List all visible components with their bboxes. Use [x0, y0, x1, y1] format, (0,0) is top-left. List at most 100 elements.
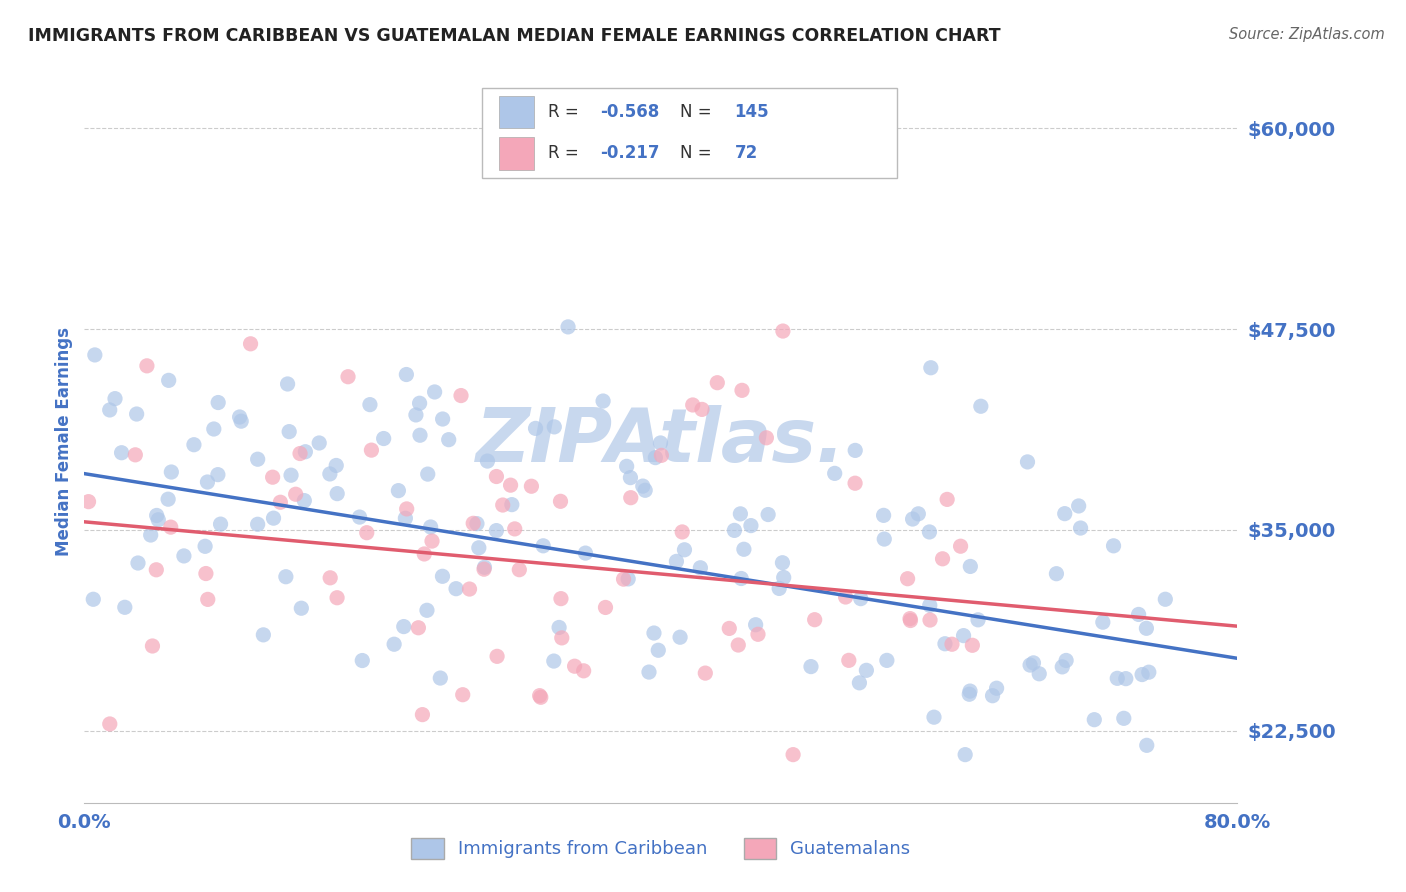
Point — [485, 524, 508, 538]
Point — [411, 707, 433, 722]
Point — [934, 637, 956, 651]
Point — [127, 556, 149, 570]
FancyBboxPatch shape — [499, 95, 534, 128]
FancyBboxPatch shape — [482, 87, 897, 178]
Point — [962, 638, 984, 652]
Point — [730, 507, 752, 521]
Point — [574, 546, 596, 560]
Point — [682, 398, 704, 412]
Point — [194, 539, 217, 553]
Point — [319, 571, 342, 585]
Point — [124, 448, 146, 462]
Point — [520, 479, 543, 493]
Point — [872, 508, 894, 523]
Point — [650, 436, 672, 450]
Point — [202, 422, 225, 436]
Point — [824, 467, 846, 481]
Point — [644, 450, 666, 465]
Point — [416, 603, 439, 617]
Point — [967, 613, 990, 627]
Point — [392, 619, 415, 633]
Point — [855, 663, 877, 677]
Point — [468, 541, 491, 555]
Point — [280, 468, 302, 483]
Point — [638, 665, 661, 679]
Point — [782, 747, 804, 762]
Point — [920, 360, 942, 375]
Point — [1112, 711, 1135, 725]
Point — [941, 637, 963, 651]
Text: R =: R = — [548, 103, 583, 121]
Point — [382, 637, 405, 651]
Point — [110, 446, 132, 460]
Point — [405, 408, 427, 422]
Point — [1128, 607, 1150, 622]
Point — [949, 539, 972, 553]
Point — [135, 359, 157, 373]
Point — [419, 520, 441, 534]
Point — [849, 591, 872, 606]
Point — [620, 491, 643, 505]
Point — [284, 487, 307, 501]
Point — [669, 630, 692, 644]
Point — [486, 649, 509, 664]
Point — [83, 348, 105, 362]
Point — [194, 566, 217, 581]
Point — [1083, 713, 1105, 727]
Point — [246, 452, 269, 467]
Point — [922, 710, 945, 724]
Point — [1022, 656, 1045, 670]
Text: ZIPAtlas.: ZIPAtlas. — [477, 405, 845, 478]
Point — [800, 659, 823, 673]
Point — [450, 388, 472, 402]
Point — [326, 591, 349, 605]
Point — [157, 492, 180, 507]
Point — [262, 470, 284, 484]
Point — [429, 671, 451, 685]
Point — [647, 643, 669, 657]
Point — [900, 614, 922, 628]
Point — [508, 563, 530, 577]
Point — [592, 394, 614, 409]
Point — [550, 591, 572, 606]
Point — [986, 681, 1008, 696]
Point — [755, 431, 778, 445]
Point — [395, 368, 418, 382]
Point — [82, 592, 104, 607]
Point — [756, 508, 779, 522]
Point — [1137, 665, 1160, 680]
Point — [308, 436, 330, 450]
Point — [1107, 671, 1129, 685]
Point — [159, 520, 181, 534]
Point — [981, 689, 1004, 703]
Point — [673, 542, 696, 557]
Point — [387, 483, 409, 498]
Point — [953, 747, 976, 762]
Point — [564, 659, 586, 673]
Point — [98, 403, 121, 417]
Point — [543, 420, 565, 434]
Point — [231, 414, 253, 428]
Point — [228, 409, 250, 424]
Point — [239, 336, 262, 351]
Point — [423, 384, 446, 399]
Point — [360, 443, 382, 458]
Text: 72: 72 — [734, 145, 758, 162]
Point — [543, 654, 565, 668]
Text: IMMIGRANTS FROM CARIBBEAN VS GUATEMALAN MEDIAN FEMALE EARNINGS CORRELATION CHART: IMMIGRANTS FROM CARIBBEAN VS GUATEMALAN … — [28, 27, 1001, 45]
Text: 145: 145 — [734, 103, 769, 121]
Point — [209, 517, 232, 532]
Point — [413, 547, 436, 561]
Point — [898, 611, 921, 625]
Point — [848, 675, 870, 690]
Point — [768, 582, 790, 596]
Point — [844, 443, 866, 458]
Point — [731, 384, 754, 398]
Point — [160, 465, 183, 479]
Point — [918, 524, 941, 539]
Point — [723, 524, 745, 538]
Point — [1053, 507, 1076, 521]
Point — [352, 654, 374, 668]
Point — [551, 631, 574, 645]
Point — [918, 599, 941, 613]
